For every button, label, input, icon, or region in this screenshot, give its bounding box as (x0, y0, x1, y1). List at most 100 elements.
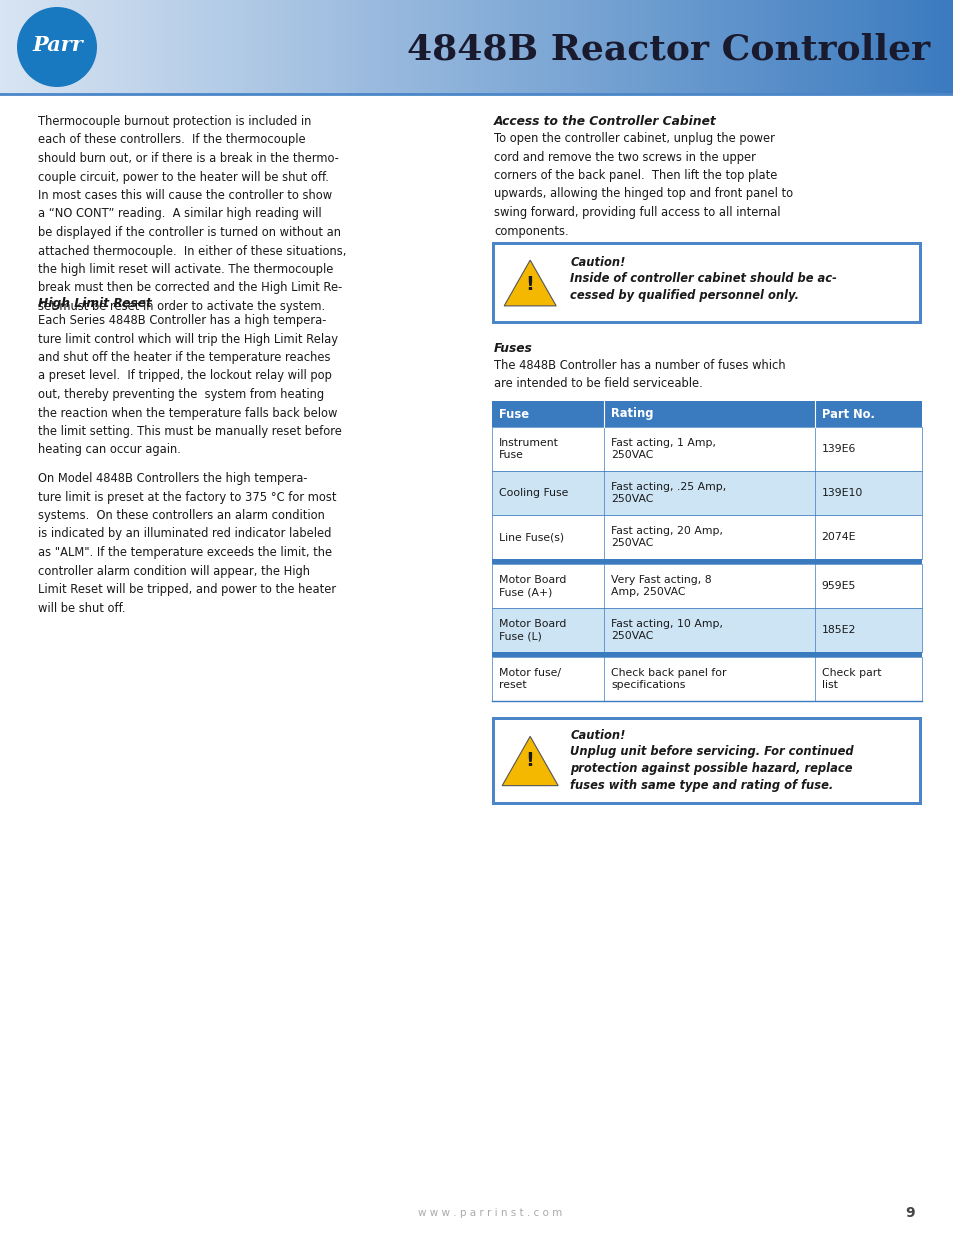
Text: Motor Board
Fuse (A+): Motor Board Fuse (A+) (498, 574, 566, 598)
Bar (117, 0, 121, 94)
Bar (870, 0, 874, 94)
Bar (317, 0, 321, 94)
Bar (445, 0, 448, 94)
Text: Cooling Fuse: Cooling Fuse (498, 488, 568, 498)
Bar (79, 0, 83, 94)
Bar (369, 0, 372, 94)
Text: Check part
list: Check part list (821, 668, 881, 690)
Bar (674, 0, 677, 94)
Bar (3, 0, 7, 94)
Bar (384, 0, 388, 94)
Bar (372, 0, 375, 94)
Bar (0, 0, 3, 94)
Bar (140, 0, 143, 94)
Bar (937, 0, 941, 94)
Bar (336, 0, 340, 94)
Bar (705, 0, 708, 94)
Bar (693, 0, 696, 94)
Bar (203, 0, 207, 94)
Bar (641, 0, 645, 94)
Bar (584, 0, 588, 94)
Bar (807, 0, 810, 94)
Bar (493, 0, 496, 94)
Bar (927, 0, 931, 94)
Bar (851, 0, 855, 94)
Bar (686, 0, 689, 94)
Bar (677, 0, 679, 94)
Bar (734, 0, 737, 94)
Bar (267, 0, 270, 94)
Bar (197, 0, 200, 94)
Bar (29, 0, 31, 94)
Bar (35, 0, 38, 94)
Bar (607, 0, 610, 94)
Bar (731, 0, 734, 94)
Text: High Limit Reset: High Limit Reset (38, 296, 152, 310)
Bar (362, 0, 365, 94)
Bar (207, 0, 210, 94)
Bar (610, 0, 613, 94)
Bar (702, 0, 705, 94)
Bar (350, 0, 353, 94)
Bar (302, 0, 305, 94)
Bar (492, 559, 922, 564)
Bar (143, 0, 146, 94)
Bar (572, 0, 575, 94)
Bar (165, 0, 169, 94)
Bar (826, 0, 829, 94)
Bar (683, 0, 686, 94)
Bar (517, 0, 521, 94)
Bar (569, 0, 572, 94)
Text: Motor fuse/
reset: Motor fuse/ reset (498, 668, 560, 690)
Text: Fuse: Fuse (498, 408, 529, 420)
Bar (41, 0, 45, 94)
Bar (696, 0, 699, 94)
Bar (375, 0, 378, 94)
Bar (470, 0, 474, 94)
Bar (896, 0, 899, 94)
Bar (817, 0, 820, 94)
Bar (531, 0, 534, 94)
Bar (340, 0, 343, 94)
Bar (222, 0, 226, 94)
Bar (737, 0, 740, 94)
Text: Parr: Parr (32, 35, 83, 56)
Polygon shape (503, 261, 556, 306)
Bar (588, 0, 591, 94)
Bar (496, 0, 498, 94)
Bar (54, 0, 57, 94)
Bar (924, 0, 927, 94)
Bar (492, 652, 922, 657)
Bar (874, 0, 877, 94)
Bar (276, 0, 279, 94)
Bar (174, 0, 178, 94)
Bar (941, 0, 943, 94)
Bar (651, 0, 655, 94)
Bar (492, 608, 922, 652)
Bar (769, 0, 772, 94)
Bar (492, 515, 922, 559)
Bar (537, 0, 540, 94)
Bar (152, 0, 155, 94)
Bar (632, 0, 636, 94)
Bar (867, 0, 870, 94)
Bar (22, 0, 26, 94)
Bar (124, 0, 127, 94)
Bar (181, 0, 184, 94)
Bar (388, 0, 391, 94)
Bar (419, 0, 422, 94)
Bar (283, 0, 286, 94)
Bar (746, 0, 750, 94)
Bar (467, 0, 470, 94)
Bar (508, 0, 512, 94)
Bar (57, 0, 60, 94)
Bar (492, 657, 922, 701)
Bar (436, 0, 438, 94)
Bar (912, 0, 915, 94)
Text: Motor Board
Fuse (L): Motor Board Fuse (L) (498, 619, 566, 641)
Bar (102, 0, 105, 94)
Bar (293, 0, 295, 94)
Text: Fuses: Fuses (494, 342, 533, 354)
Bar (343, 0, 346, 94)
Text: 4848B Reactor Controller: 4848B Reactor Controller (406, 33, 929, 67)
